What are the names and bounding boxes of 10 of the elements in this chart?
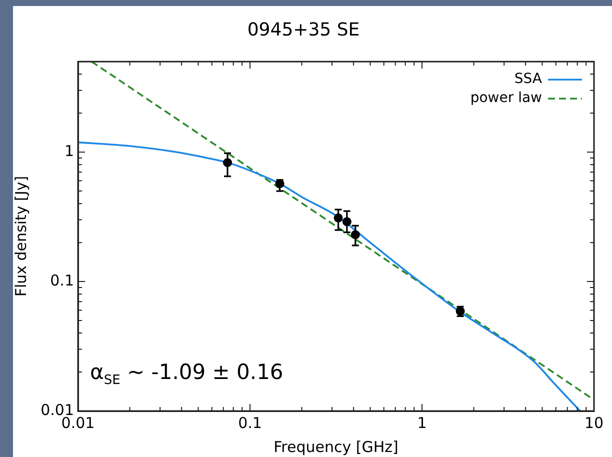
y-axis-title: Flux density [Jy] (12, 176, 30, 297)
legend-label: SSA (514, 71, 542, 88)
y-tick-label: 1 (64, 142, 74, 160)
x-tick-label: 10 (584, 414, 604, 432)
x-axis-title: Frequency [GHz] (274, 438, 398, 456)
x-tick-label: 0.1 (238, 414, 262, 432)
chart-title: 0945+35 SE (247, 19, 360, 40)
legend-label: power law (470, 90, 542, 106)
x-tick-label: 1 (417, 414, 427, 432)
y-tick-label: 0.1 (50, 271, 74, 290)
